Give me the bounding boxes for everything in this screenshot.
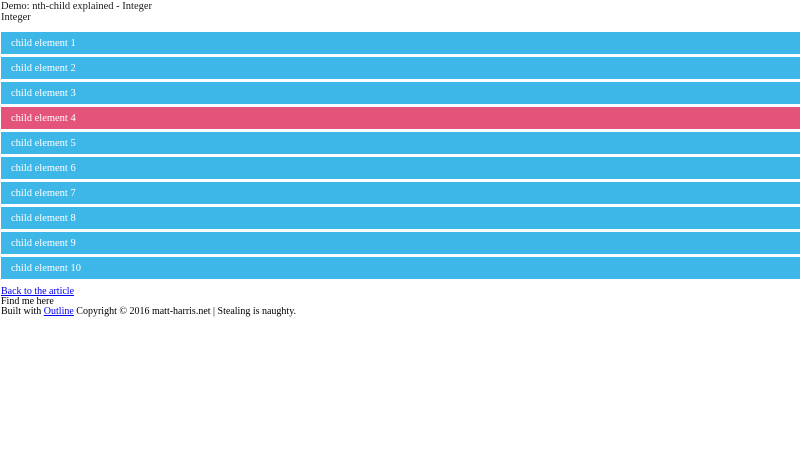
page-subtitle: Integer bbox=[1, 12, 31, 23]
child-element-bar-2: child element 2 bbox=[1, 57, 800, 79]
child-element-bar-7: child element 7 bbox=[1, 182, 800, 204]
child-element-bar-4: child element 4 bbox=[1, 107, 800, 129]
child-element-bar-8: child element 8 bbox=[1, 207, 800, 229]
back-to-article-link[interactable]: Back to the article bbox=[1, 286, 75, 297]
credits-prefix: Built with bbox=[1, 306, 42, 317]
page-footer: Back to the article Find me here Built w… bbox=[1, 287, 800, 317]
credits-suffix: Copyright © 2016 matt-harris.net | Steal… bbox=[76, 306, 297, 317]
outline-link[interactable]: Outline bbox=[43, 306, 74, 317]
child-element-bar-10: child element 10 bbox=[1, 257, 800, 279]
child-element-bar-9: child element 9 bbox=[1, 232, 800, 254]
page-title: Demo: nth-child explained - Integer bbox=[1, 1, 153, 12]
child-element-bar-6: child element 6 bbox=[1, 157, 800, 179]
child-element-bar-5: child element 5 bbox=[1, 132, 800, 154]
page-header: Demo: nth-child explained - Integer Inte… bbox=[1, 1, 800, 23]
demo-page: Demo: nth-child explained - Integer Inte… bbox=[1, 1, 800, 317]
find-me-text: Find me here bbox=[1, 296, 54, 307]
child-element-bar-1: child element 1 bbox=[1, 32, 800, 54]
child-element-bar-3: child element 3 bbox=[1, 82, 800, 104]
credits-row: Built with Outline Copyright © 2016 matt… bbox=[1, 307, 800, 317]
child-element-list: child element 1 child element 2 child el… bbox=[1, 32, 800, 279]
back-link-row: Back to the article bbox=[1, 287, 800, 297]
